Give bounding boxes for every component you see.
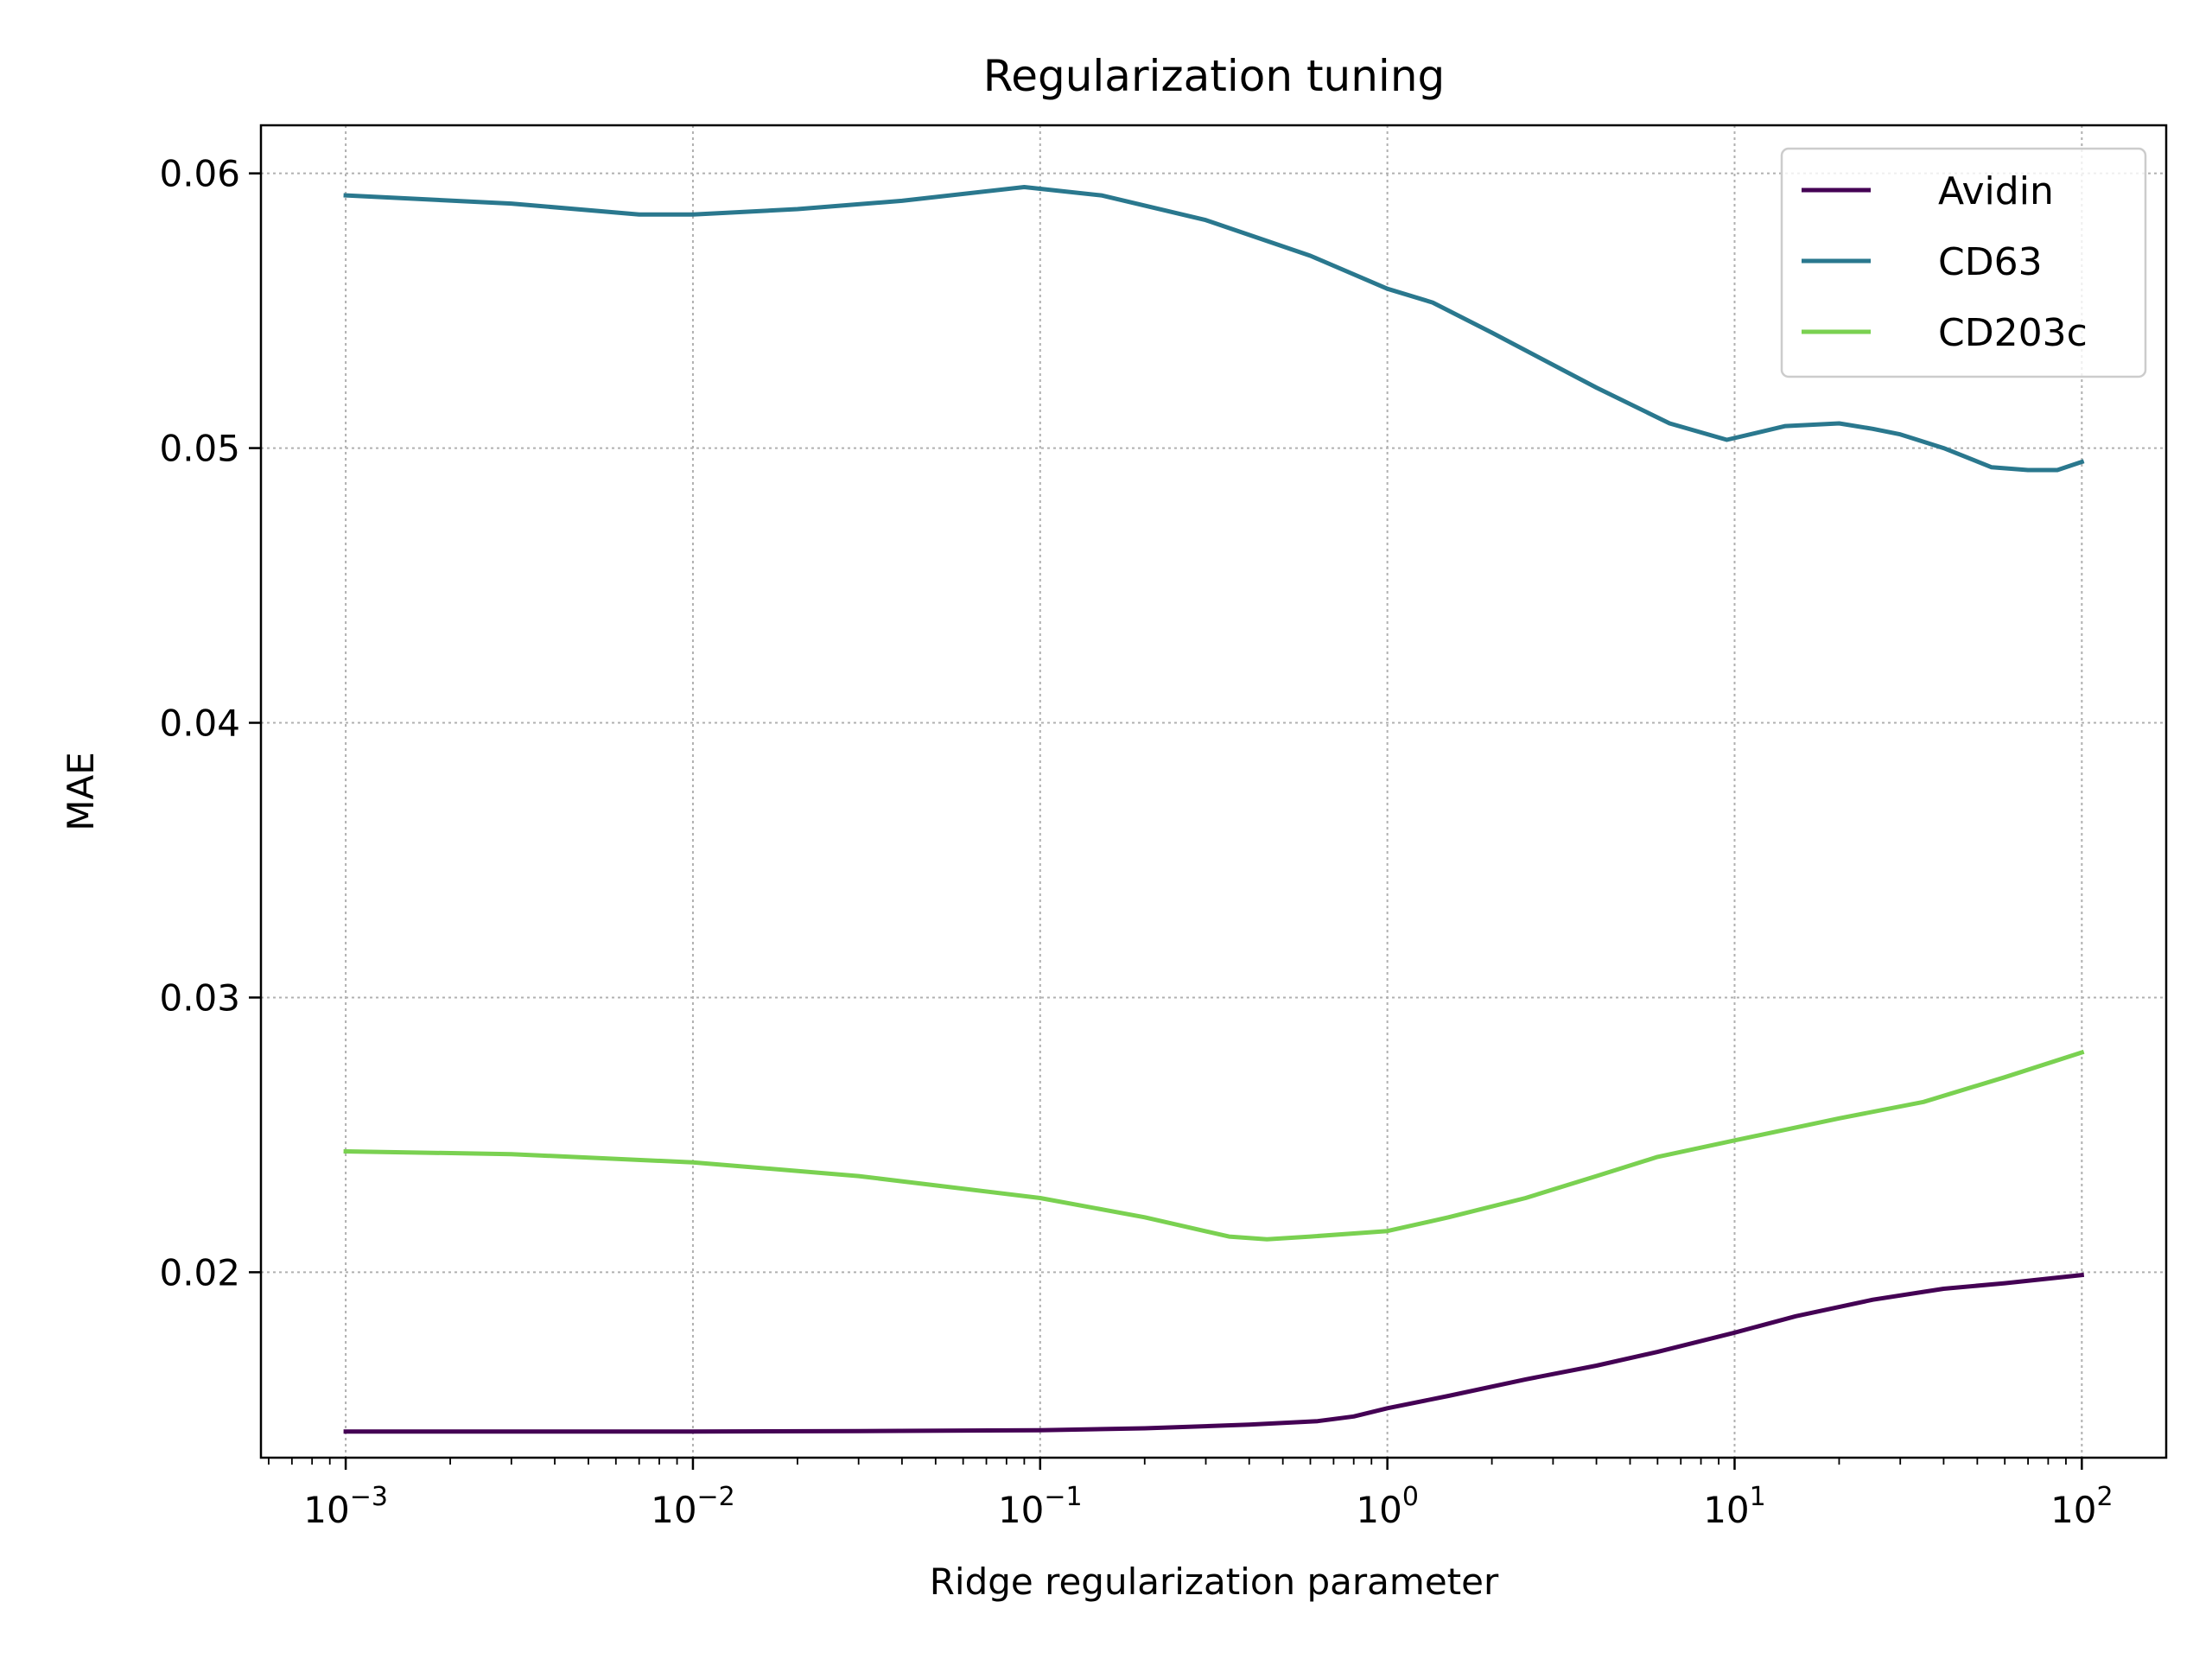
x-axis-label: Ridge regularization parameter	[930, 1560, 1499, 1603]
y-tick-label: 0.03	[159, 976, 240, 1019]
y-tick-label: 0.06	[159, 153, 240, 195]
grid	[261, 125, 2166, 1458]
plot-frame	[259, 124, 2168, 1459]
x-tick-label: 100	[1356, 1482, 1419, 1531]
legend-label: CD63	[1938, 240, 2043, 284]
legend-box	[1780, 147, 2147, 378]
legend-label: Avidin	[1938, 169, 2054, 213]
chart-title: Regularization tuning	[983, 51, 1446, 101]
y-tick-label: 0.04	[159, 702, 240, 745]
axis-ticks: 10−3 10−2 10−1 100 101 102 0.02 0.03 0.04 0.05 0.0…	[159, 153, 2113, 1531]
series-line-avidin	[343, 1272, 2085, 1434]
series-line-cd63	[343, 185, 2085, 473]
x-tick-label: 102	[2050, 1482, 2113, 1531]
series-line-cd203c	[343, 1049, 2085, 1242]
series-lines	[343, 185, 2085, 1434]
legend: Avidin CD63 CD203c	[1780, 147, 2147, 378]
y-tick-label: 0.05	[159, 428, 240, 470]
x-tick-label: 101	[1703, 1482, 1766, 1531]
legend-label: CD203c	[1938, 311, 2088, 355]
y-axis-label: MAE	[60, 752, 102, 831]
x-tick-label: 10−1	[998, 1482, 1083, 1531]
x-tick-label: 10−2	[651, 1482, 735, 1531]
y-tick-label: 0.02	[159, 1251, 240, 1294]
x-tick-label: 10−3	[303, 1482, 388, 1531]
